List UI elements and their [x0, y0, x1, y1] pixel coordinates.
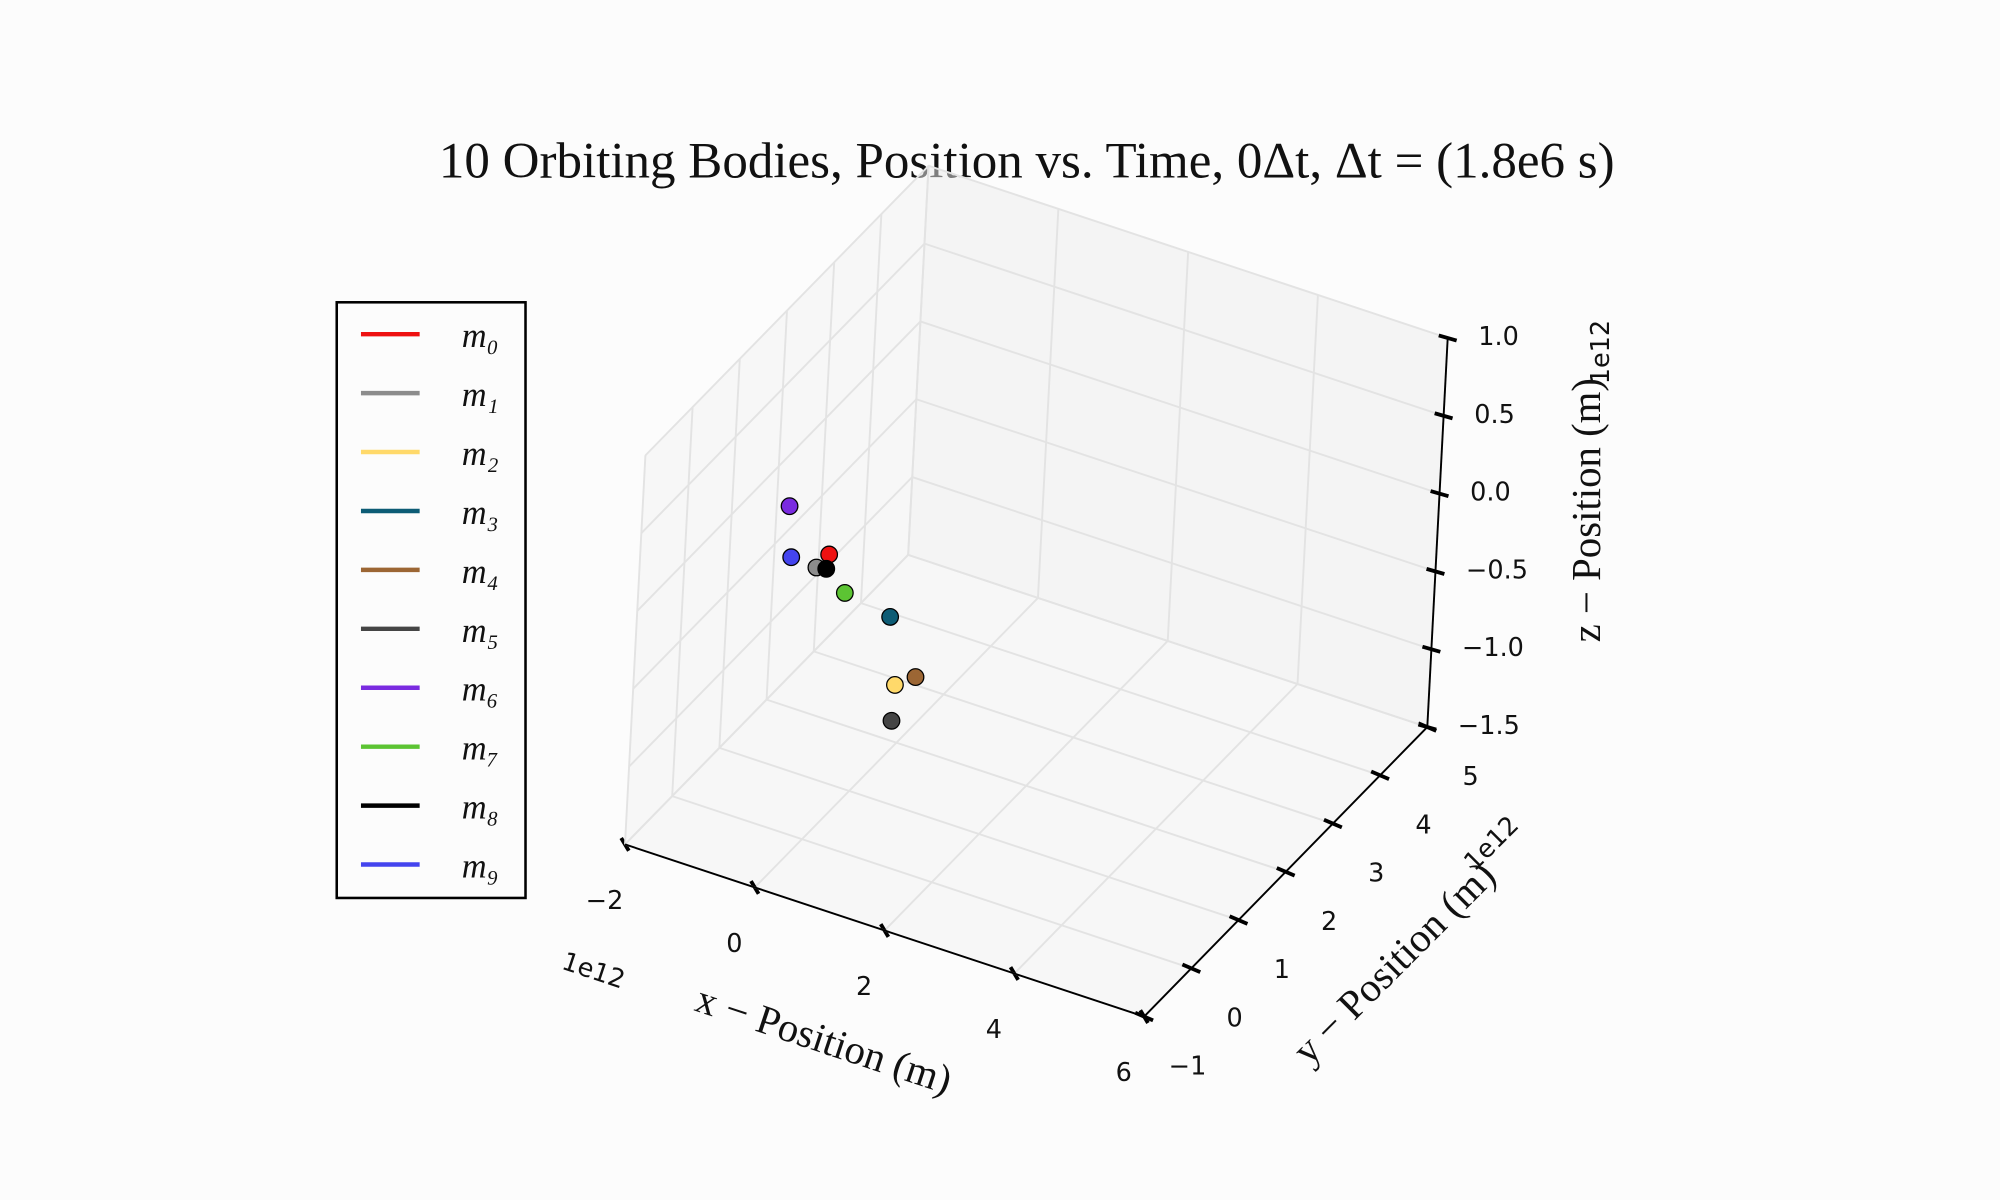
x-tick-label: 0	[726, 929, 742, 959]
x-tick-label: 4	[986, 1015, 1002, 1045]
z-tick-label: −1.0	[1462, 633, 1524, 663]
grid-line	[766, 698, 1287, 873]
grid-line	[624, 455, 647, 845]
grid-line	[1036, 208, 1060, 598]
grid-line	[644, 165, 930, 457]
y-tick-label: 4	[1415, 810, 1431, 840]
grid-line	[765, 310, 788, 700]
x-axis	[624, 843, 1145, 1018]
data-point	[835, 583, 854, 602]
grid-line	[719, 746, 1239, 921]
grid-line	[911, 476, 1432, 651]
grid-line	[924, 242, 1444, 417]
grid-line	[1296, 294, 1319, 685]
z-tick-label: 0.0	[1470, 478, 1511, 508]
legend-label: m₄	[462, 553, 499, 591]
data-point	[817, 559, 836, 578]
grid-line	[671, 795, 1192, 970]
legend-box	[335, 301, 527, 900]
grid-line	[812, 262, 836, 652]
y-tick-label: 2	[1321, 907, 1337, 937]
data-point	[782, 548, 801, 567]
grid-line	[928, 164, 1449, 339]
grid-line	[907, 165, 930, 555]
z-axis	[1426, 337, 1449, 728]
grid-line	[628, 476, 913, 768]
y-tick-label: −1	[1169, 1052, 1207, 1082]
z-tick-label: −1.5	[1458, 711, 1520, 741]
grid-line	[636, 320, 922, 612]
grid-line	[632, 398, 918, 690]
legend-label: m₁	[462, 376, 499, 414]
grid-line	[640, 242, 926, 534]
legend-label: m₇	[462, 730, 499, 768]
legend-label: m₀	[462, 317, 499, 355]
legend-label: m₅	[462, 612, 499, 650]
y-tick-label: 3	[1368, 859, 1384, 889]
grid-line	[1166, 251, 1190, 641]
grid-line	[718, 358, 741, 748]
y-tick-label: 5	[1463, 762, 1479, 792]
z-tick-label: 1.0	[1478, 322, 1519, 352]
data-point	[820, 545, 839, 564]
data-point	[881, 607, 900, 626]
x-tick-label: 2	[856, 972, 872, 1002]
legend-label: m₆	[462, 671, 499, 709]
z-offset-text: 1e12	[1586, 320, 1616, 384]
data-point	[885, 676, 904, 694]
grid-line	[860, 602, 1381, 777]
grid-line	[916, 398, 1436, 573]
z-axis-label: z − Position (m)	[1564, 378, 1609, 642]
grid-line	[920, 320, 1440, 495]
x-tick-label: 6	[1116, 1058, 1132, 1088]
grid-line	[860, 214, 883, 604]
y-tick-label: 0	[1227, 1003, 1243, 1033]
legend-label: m₃	[462, 494, 499, 532]
grid-line	[624, 554, 909, 846]
data-point	[882, 711, 901, 730]
z-tick-label: 0.5	[1474, 400, 1515, 430]
x-tick-label: −2	[586, 886, 624, 916]
z-tick-label: −0.5	[1466, 555, 1528, 585]
grid-line	[907, 553, 1428, 728]
y-tick-label: 1	[1274, 955, 1290, 985]
chart-title: 10 Orbiting Bodies, Position vs. Time, 0…	[439, 134, 1615, 190]
data-point	[780, 497, 799, 516]
legend-label: m₉	[462, 848, 499, 886]
data-point	[906, 668, 925, 686]
y-axis	[1143, 726, 1428, 1018]
legend-label: m₈	[462, 789, 499, 827]
legend-label: m₂	[462, 435, 499, 473]
grid-line	[671, 407, 694, 797]
